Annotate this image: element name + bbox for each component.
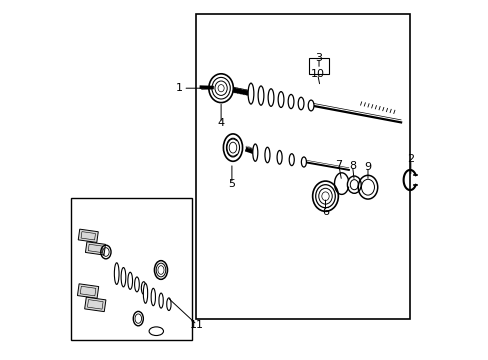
Ellipse shape xyxy=(121,267,125,287)
Ellipse shape xyxy=(247,83,253,104)
Bar xyxy=(77,284,99,298)
Ellipse shape xyxy=(287,94,293,109)
Bar xyxy=(88,244,102,253)
Ellipse shape xyxy=(278,91,284,107)
Ellipse shape xyxy=(301,157,306,167)
Text: 4: 4 xyxy=(217,118,224,128)
Text: 3: 3 xyxy=(315,53,322,63)
Ellipse shape xyxy=(151,288,155,306)
Ellipse shape xyxy=(143,284,147,303)
Bar xyxy=(84,297,106,312)
Ellipse shape xyxy=(252,144,257,161)
Ellipse shape xyxy=(298,97,304,110)
Text: 10: 10 xyxy=(310,69,324,79)
Text: 5: 5 xyxy=(228,179,235,189)
Ellipse shape xyxy=(264,147,269,163)
Bar xyxy=(80,286,96,296)
Bar xyxy=(81,231,95,240)
Bar xyxy=(71,198,191,340)
Ellipse shape xyxy=(307,100,313,111)
Text: 2: 2 xyxy=(407,154,413,165)
Text: 11: 11 xyxy=(190,320,203,330)
Text: 8: 8 xyxy=(348,161,355,171)
Ellipse shape xyxy=(258,86,264,105)
Ellipse shape xyxy=(159,293,163,308)
Bar xyxy=(309,58,328,74)
Ellipse shape xyxy=(166,298,171,310)
Ellipse shape xyxy=(114,263,119,284)
Ellipse shape xyxy=(134,277,139,292)
Ellipse shape xyxy=(127,272,132,289)
Bar xyxy=(85,242,105,255)
Ellipse shape xyxy=(277,150,282,164)
Text: 9: 9 xyxy=(364,162,371,172)
Text: 1: 1 xyxy=(176,83,183,93)
Bar xyxy=(78,229,98,242)
Bar xyxy=(196,14,409,319)
Ellipse shape xyxy=(141,282,146,294)
Ellipse shape xyxy=(288,154,294,166)
Text: 6: 6 xyxy=(321,207,328,217)
Ellipse shape xyxy=(267,89,273,106)
Text: 7: 7 xyxy=(335,160,342,170)
Bar xyxy=(87,300,103,309)
